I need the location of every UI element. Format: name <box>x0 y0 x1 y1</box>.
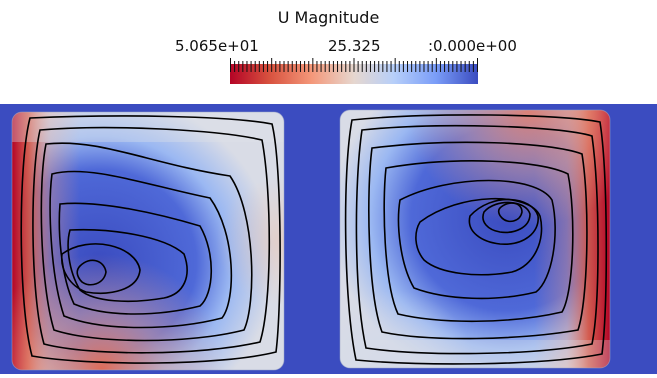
colorbar <box>230 58 478 84</box>
legend-max-label: :0.000e+00 <box>428 37 517 55</box>
left-streamlines <box>20 115 281 364</box>
colorbar-svg <box>230 58 478 84</box>
left-cell <box>12 112 284 370</box>
right-streamlines <box>344 114 608 365</box>
field-svg <box>0 104 657 374</box>
colorbar-ticks <box>230 58 478 72</box>
legend-min-label: 5.065e+01 <box>175 37 259 55</box>
legend-mid-label: 25.325 <box>328 37 381 55</box>
streamline-plot <box>0 104 657 374</box>
legend-title: U Magnitude <box>277 8 380 27</box>
